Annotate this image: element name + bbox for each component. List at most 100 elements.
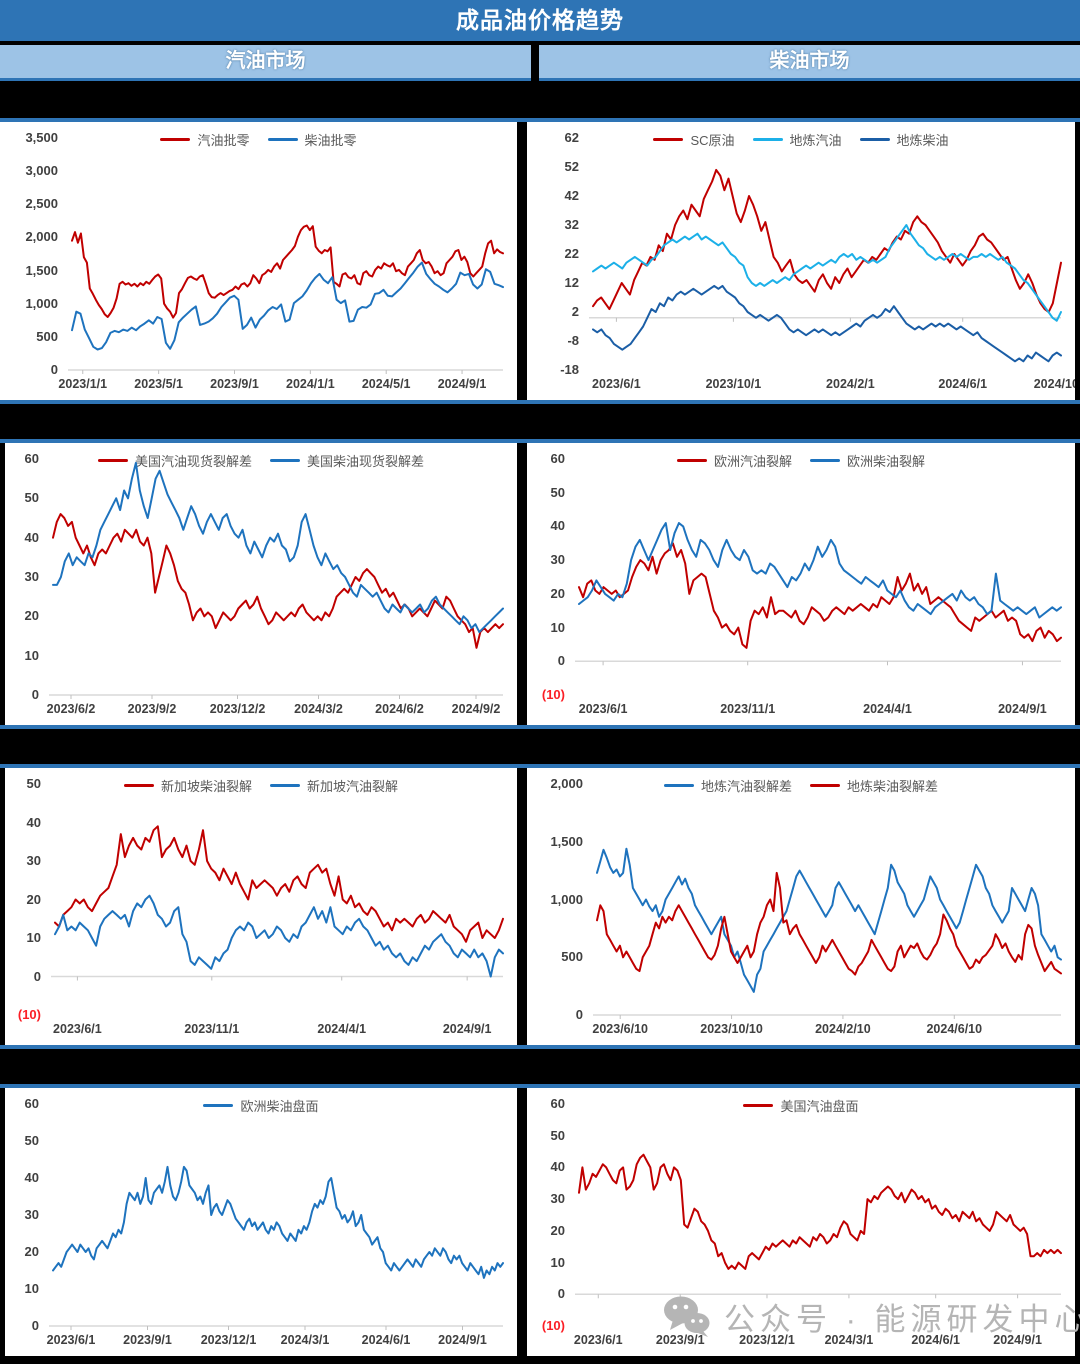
y-tick-label: 10 bbox=[26, 930, 41, 945]
y-tick-label: 50 bbox=[24, 1133, 39, 1148]
y-tick-label: 12 bbox=[564, 275, 579, 290]
chart-plot-area bbox=[575, 1153, 1062, 1299]
chart-europe-crack-spreads: 欧洲汽油裂解 欧洲柴油裂解 60 50 40 30 20 10 0 (10) 2023/6/1 202… bbox=[527, 443, 1075, 725]
y-tick-label: 2,000 bbox=[25, 229, 58, 245]
y-tick-label: 40 bbox=[24, 529, 39, 545]
y-tick-label: 2,500 bbox=[25, 196, 58, 212]
series-line-柴油批零 bbox=[71, 261, 504, 351]
y-tick-label: 1,500 bbox=[550, 833, 583, 849]
x-tick-label: 2024/3/2 bbox=[294, 702, 343, 716]
separator-line bbox=[0, 764, 1080, 768]
x-tick-label: 2023/6/1 bbox=[53, 1022, 102, 1036]
y-tick-label: 1,500 bbox=[25, 262, 58, 278]
y-tick-label: 60 bbox=[24, 1096, 39, 1111]
y-tick-label: 10 bbox=[550, 619, 565, 635]
x-tick-label: 2024/9/2 bbox=[451, 702, 501, 716]
x-tick-label: 2024/2/1 bbox=[826, 377, 875, 391]
column-header-diesel: 柴油市场 bbox=[539, 45, 1080, 81]
y-tick-label: 0 bbox=[31, 1318, 39, 1333]
x-tick-label: 2024/4/1 bbox=[317, 1022, 367, 1036]
y-tick-label: 1,000 bbox=[550, 891, 583, 907]
x-tick-label: 2024/9/1 bbox=[437, 377, 487, 391]
x-tick-label: 2024/3/1 bbox=[280, 1333, 330, 1347]
y-tick-label: 2,000 bbox=[550, 776, 583, 791]
y-tick-label: 3,500 bbox=[25, 130, 58, 145]
y-tick-label: 62 bbox=[564, 130, 579, 145]
x-tick-label: 2024/1/1 bbox=[285, 377, 335, 391]
y-tick-label: 22 bbox=[564, 246, 579, 261]
separator-line bbox=[0, 1045, 1080, 1049]
y-tick-label: 30 bbox=[24, 569, 39, 584]
y-tick-label: (10) bbox=[17, 1007, 41, 1022]
chart-local-refinery-crack-spreads: 地炼汽油裂解差 地炼柴油裂解差 2,000 1,500 1,000 500 0 2023/6/… bbox=[527, 768, 1075, 1045]
x-tick-label: 2024/6/1 bbox=[938, 377, 988, 391]
series-line-美国柴油现货裂解差 bbox=[52, 461, 504, 634]
chart-plot-area bbox=[589, 168, 1062, 363]
x-tick-label: 2024/9/1 bbox=[438, 1333, 487, 1347]
y-tick-label: -18 bbox=[560, 362, 579, 377]
y-tick-label: 60 bbox=[24, 451, 39, 466]
y-tick-label: 20 bbox=[26, 891, 41, 907]
y-tick-label: 0 bbox=[33, 968, 41, 984]
x-tick-label: 2024/6/1 bbox=[911, 1333, 961, 1347]
separator-line bbox=[0, 400, 1080, 404]
series-line-地炼汽油裂解差 bbox=[596, 847, 1062, 993]
y-tick-label: 52 bbox=[564, 159, 579, 174]
y-tick-label: (10) bbox=[541, 687, 565, 702]
chart-us-gasoline-futures: 美国汽油盘面 60 50 40 30 20 10 0 (10) 2023/6/1 2023/9/1 2… bbox=[527, 1088, 1075, 1356]
x-tick-label: 2024/4/1 bbox=[863, 702, 912, 716]
x-tick-label: 2023/9/2 bbox=[127, 702, 177, 716]
chart-plot-area bbox=[593, 847, 1062, 1019]
y-tick-label: 0 bbox=[50, 362, 58, 377]
series-line-新加坡柴油裂解 bbox=[54, 825, 504, 943]
series-line-美国汽油盘面 bbox=[578, 1153, 1062, 1270]
x-tick-label: 2024/5/1 bbox=[361, 377, 411, 391]
y-tick-label: 500 bbox=[36, 328, 58, 344]
x-tick-label: 2023/12/1 bbox=[739, 1333, 795, 1347]
series-line-地炼柴油 bbox=[592, 284, 1062, 363]
y-tick-label: 3,000 bbox=[25, 163, 58, 179]
column-header-gasoline: 汽油市场 bbox=[0, 45, 531, 81]
x-tick-label: 2023/12/2 bbox=[209, 702, 266, 716]
y-tick-label: 0 bbox=[557, 1286, 565, 1302]
x-tick-label: 2023/5/1 bbox=[134, 377, 183, 391]
x-tick-label: 2024/9/1 bbox=[993, 1333, 1042, 1347]
x-tick-label: 2023/6/2 bbox=[46, 702, 96, 716]
x-tick-label: 2024/2/10 bbox=[815, 1022, 871, 1036]
chart-plot-area bbox=[51, 825, 504, 981]
chart-us-spot-crack-spreads: 美国汽油现货裂解差 美国柴油现货裂解差 60 50 40 30 20 10 0 2023/6/2 2… bbox=[5, 443, 517, 725]
y-tick-label: 500 bbox=[561, 949, 583, 965]
y-tick-label: 60 bbox=[550, 1096, 565, 1111]
y-tick-label: 1,000 bbox=[25, 295, 58, 311]
y-tick-label: 30 bbox=[550, 552, 565, 568]
y-tick-label: 20 bbox=[24, 608, 39, 624]
series-line-欧洲柴油裂解 bbox=[578, 522, 1062, 619]
x-tick-label: 2023/9/1 bbox=[123, 1333, 172, 1347]
x-tick-label: 2023/12/1 bbox=[200, 1333, 257, 1347]
chart-sc-crude-vs-local-refinery: SC原油 地炼汽油 地炼柴油 62 52 42 32 22 12 2 -8 -18 2023/6/1 20… bbox=[527, 122, 1075, 400]
x-tick-label: 2023/6/1 bbox=[578, 702, 628, 716]
y-tick-label: -8 bbox=[567, 333, 579, 348]
chart-china-wholesale-prices: 汽油批零 柴油批零 3,500 3,000 2,500 2,000 1,500 1,000 50… bbox=[0, 122, 517, 400]
y-tick-label: 40 bbox=[550, 1159, 565, 1175]
series-line-欧洲柴油盘面 bbox=[52, 1165, 504, 1279]
x-tick-label: 2023/6/1 bbox=[46, 1333, 96, 1347]
y-tick-label: 0 bbox=[575, 1007, 583, 1022]
y-tick-label: (10) bbox=[541, 1318, 565, 1333]
separator-line bbox=[0, 1084, 1080, 1088]
x-tick-label: 2023/10/10 bbox=[700, 1022, 763, 1036]
y-tick-label: 50 bbox=[550, 1127, 565, 1143]
chart-plot-area bbox=[49, 461, 504, 699]
y-tick-label: 10 bbox=[550, 1254, 565, 1270]
separator-line bbox=[0, 439, 1080, 443]
y-tick-label: 60 bbox=[550, 451, 565, 466]
series-line-地炼汽油 bbox=[592, 224, 1062, 322]
x-tick-label: 2023/6/1 bbox=[573, 1333, 623, 1347]
y-tick-label: 50 bbox=[26, 776, 41, 791]
chart-singapore-crack-spreads: 新加坡柴油裂解 新加坡汽油裂解 50 40 30 20 10 0 (10) 2023/6/1 202… bbox=[5, 768, 517, 1045]
y-tick-label: 0 bbox=[31, 687, 39, 702]
y-tick-label: 40 bbox=[550, 518, 565, 534]
series-line-汽油批零 bbox=[71, 224, 504, 319]
y-tick-label: 30 bbox=[24, 1207, 39, 1222]
